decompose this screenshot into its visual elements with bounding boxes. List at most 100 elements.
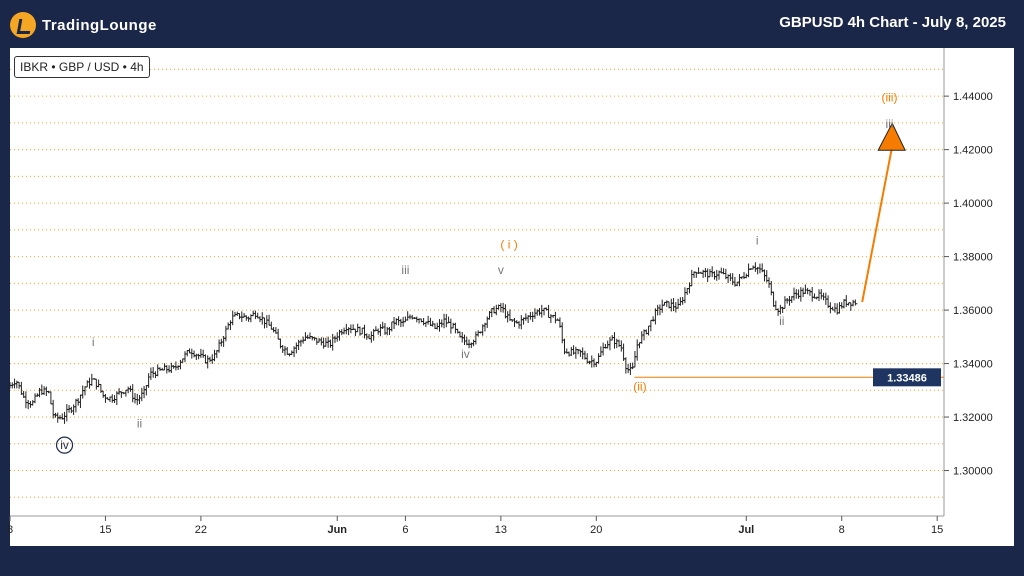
wave-label: i [756,234,759,248]
ohlc-bar [203,354,208,364]
y-tick-label: 1.40000 [953,198,993,210]
price-tag-label: 1.33486 [887,372,927,384]
ohlc-bar [148,367,153,380]
ohlc-bar [614,338,619,349]
x-tick-label: 13 [495,524,507,536]
ohlc-bar [782,296,787,309]
ohlc-bar [437,319,442,332]
logo-icon [10,12,36,38]
ohlc-bar [489,308,494,318]
ohlc-bar [601,342,606,356]
ohlc-bar [710,266,715,278]
ohlc-bar [785,297,790,304]
x-tick-label: 6 [402,524,408,536]
ohlc-bar [792,287,797,301]
ohlc-bar [707,268,712,278]
wave-label: iii [885,117,893,131]
ohlc-bar [501,302,506,313]
ohlc-bar [285,347,290,355]
ohlc-bar [314,337,319,345]
wave-label: v [498,263,504,277]
x-axis: 8 15 22 Jun 6 13 20 Jul 8 15 [7,515,944,536]
ohlc-bar [123,389,128,397]
ohlc-bar [655,304,660,316]
ohlc-bar [801,287,806,298]
ohlc-bar [796,289,801,299]
ohlc-bar [539,304,544,318]
ohlc-bar [673,302,678,313]
header: TradingLounge GBPUSD 4h Chart - July 8, … [0,0,1024,48]
ohlc-bar [542,307,547,316]
ohlc-bar [198,348,203,358]
ohlc-bar [142,385,147,399]
ohlc-bar [660,299,665,313]
ohlc-bar [144,385,149,396]
ohlc-bar [455,328,460,334]
ohlc-bar [553,311,558,324]
x-tick-label: Jul [738,524,754,536]
wave-label: i [92,335,95,349]
wave-label-circle [55,436,74,454]
ohlc-bar [282,345,287,356]
ohlc-bar [380,321,385,330]
ohlc-bar [87,377,92,389]
ohlc-bar [471,339,476,347]
ohlc-bar [676,298,681,309]
x-tick-label: 8 [839,524,845,536]
ohlc-bar [573,346,578,359]
ohlc-bar [769,280,774,296]
ohlc-bar [26,399,31,410]
ohlc-bar [589,355,594,368]
ohlc-bar [260,312,265,325]
ohlc-bar [78,394,83,409]
x-tick-label: Jun [327,524,347,536]
ohlc-bar [228,320,233,331]
ohlc-bar [819,289,824,300]
ohlc-bars [8,262,858,424]
ohlc-bar [648,319,653,332]
ohlc-bar [530,311,535,322]
ohlc-bar [264,315,269,328]
ohlc-bar [101,390,106,398]
ohlc-bar [844,295,849,307]
ohlc-bar [296,339,301,350]
ohlc-bar [839,302,844,309]
ohlc-bar [30,400,35,406]
ohlc-bar [453,322,458,334]
ohlc-bar [332,335,337,343]
wave-label: (ii) [633,379,646,393]
ohlc-bar [221,336,226,347]
price-tag [873,368,941,387]
chart-title: GBPUSD 4h Chart - July 8, 2025 [779,14,1006,31]
ohlc-bar [151,366,156,378]
ohlc-bar [271,326,276,333]
wave-label: ii [779,314,784,328]
ohlc-bar [226,322,231,330]
ohlc-bar [773,300,778,311]
ohlc-bar [64,404,69,422]
symbol-label: IBKR • GBP / USD • 4h [14,56,150,78]
ohlc-bar [805,287,810,295]
x-tick-label: 8 [7,524,13,536]
ohlc-bar [669,298,674,312]
ohlc-bar [646,325,651,336]
ohlc-bar [196,353,201,360]
x-tick-label: 15 [99,524,111,536]
ohlc-bar [592,358,597,368]
wave-label: ( i ) [500,238,517,252]
ohlc-bar [307,332,312,339]
ohlc-bar [637,342,642,349]
ohlc-bar [473,331,478,345]
y-tick-label: 1.42000 [953,145,993,157]
y-tick-label: 1.36000 [953,305,993,317]
ohlc-bar [14,380,19,389]
y-tick-label: 1.30000 [953,466,993,478]
ohlc-bar [130,384,135,403]
ohlc-bar [51,399,56,419]
ohlc-bar [462,334,467,346]
ohlc-bar [94,378,99,390]
ohlc-bar [410,314,415,320]
ohlc-bar [798,287,803,302]
ohlc-bar [853,299,858,306]
